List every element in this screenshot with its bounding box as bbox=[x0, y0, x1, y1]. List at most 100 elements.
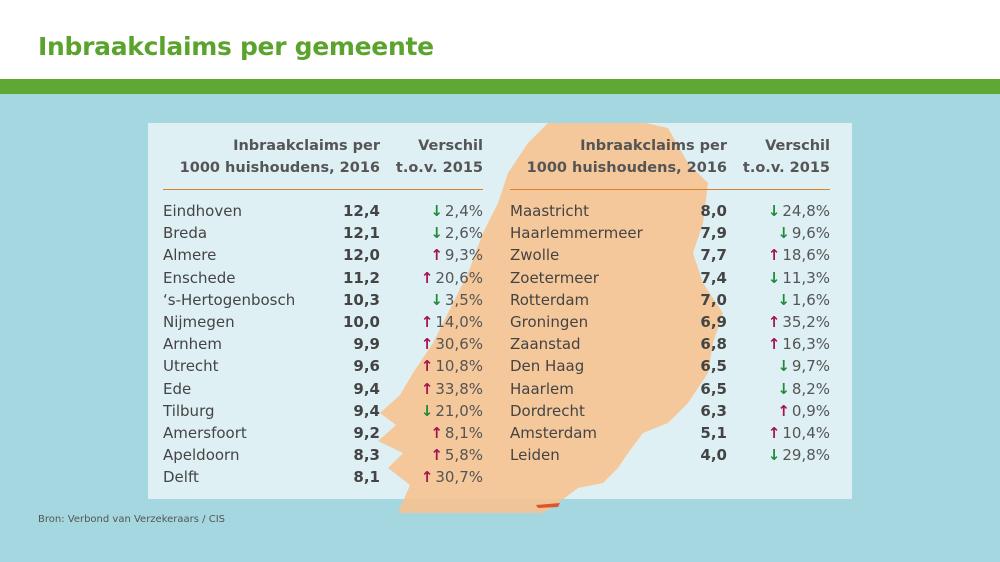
arrow-down-icon: ↓ bbox=[420, 401, 434, 420]
city-name: Haarlemmermeer bbox=[510, 224, 643, 243]
change-value: 35,2% bbox=[782, 313, 830, 331]
city-name: Zoetermeer bbox=[510, 268, 599, 287]
city-name: Leiden bbox=[510, 446, 560, 465]
claims-value: 9,4 bbox=[353, 401, 380, 420]
change-value: 21,0% bbox=[435, 401, 483, 420]
city-name: Amsterdam bbox=[510, 424, 598, 442]
accent-bar bbox=[0, 79, 1000, 94]
header-line: Inbraakclaims per bbox=[580, 138, 727, 154]
table-row: Zoetermeer 7,4 ↓ 11,3% bbox=[510, 267, 830, 289]
arrow-down-icon: ↓ bbox=[767, 268, 781, 287]
arrow-up-icon: ↑ bbox=[420, 313, 434, 331]
table-row: Eindhoven 12,4 ↓ 2,4% bbox=[163, 200, 483, 222]
change-value: 11,3% bbox=[782, 268, 830, 287]
city-name: Almere bbox=[163, 246, 217, 265]
table-row: Utrecht 9,6 ↑ 10,8% bbox=[163, 355, 483, 377]
claims-value: 11,2 bbox=[342, 268, 380, 287]
table-row: Apeldoorn 8,3 ↑ 5,8% bbox=[163, 444, 483, 466]
claims-value: 9,9 bbox=[353, 335, 380, 354]
claims-value: 6,5 bbox=[700, 357, 727, 376]
city-name: Maastricht bbox=[510, 202, 589, 220]
change-cell: ↓ 11,3% bbox=[768, 267, 830, 289]
page-title: Inbraakclaims per gemeente bbox=[38, 32, 434, 61]
city-name: Den Haag bbox=[510, 357, 585, 376]
table-row: Dordrecht 6,3 ↑ 0,9% bbox=[510, 400, 830, 422]
change-cell: ↑ 33,8% bbox=[421, 378, 483, 400]
claims-value: 7,9 bbox=[700, 224, 727, 243]
claims-value: 7,4 bbox=[700, 268, 727, 287]
city-name: Dordrecht bbox=[510, 401, 585, 420]
claims-value: 10,3 bbox=[342, 290, 380, 309]
claims-value: 9,6 bbox=[353, 357, 380, 376]
claims-value: 5,1 bbox=[700, 424, 727, 442]
change-cell: ↓ 8,2% bbox=[777, 378, 830, 400]
header-line: t.o.v. 2015 bbox=[395, 160, 483, 176]
table-row: Zwolle 7,7 ↑ 18,6% bbox=[510, 244, 830, 266]
header-area bbox=[0, 0, 1000, 79]
claims-value: 4,0 bbox=[700, 446, 727, 465]
arrow-down-icon: ↓ bbox=[777, 224, 790, 243]
change-value: 8,1% bbox=[444, 424, 483, 442]
arrow-up-icon: ↑ bbox=[767, 335, 781, 354]
change-value: 10,8% bbox=[435, 357, 483, 376]
header-line: Verschil bbox=[765, 138, 830, 154]
city-name: Zaanstad bbox=[510, 335, 581, 354]
arrow-down-icon: ↓ bbox=[430, 224, 443, 243]
arrow-up-icon: ↑ bbox=[420, 357, 434, 376]
change-value: 20,6% bbox=[435, 268, 483, 287]
claims-value: 8,3 bbox=[353, 446, 380, 465]
change-cell: ↑ 10,4% bbox=[768, 422, 830, 444]
change-cell: ↑ 16,3% bbox=[768, 333, 830, 355]
city-name: Haarlem bbox=[510, 379, 574, 398]
change-cell: ↓ 9,7% bbox=[777, 355, 830, 377]
table-row: Haarlemmermeer 7,9 ↓ 9,6% bbox=[510, 222, 830, 244]
arrow-up-icon: ↑ bbox=[430, 424, 443, 442]
table-row: Haarlem 6,5 ↓ 8,2% bbox=[510, 378, 830, 400]
header-line: Inbraakclaims per bbox=[233, 138, 380, 154]
header-line: 1000 huishoudens, 2016 bbox=[526, 160, 727, 176]
change-value: 18,6% bbox=[782, 246, 830, 265]
arrow-down-icon: ↓ bbox=[430, 290, 443, 309]
change-cell: ↑ 30,7% bbox=[421, 466, 483, 488]
city-name: Utrecht bbox=[163, 357, 219, 376]
change-value: 2,6% bbox=[444, 224, 483, 243]
change-cell: ↑ 18,6% bbox=[768, 244, 830, 266]
claims-value: 12,1 bbox=[342, 224, 380, 243]
change-value: 14,0% bbox=[435, 313, 483, 331]
change-value: 2,4% bbox=[444, 202, 483, 220]
arrow-down-icon: ↓ bbox=[777, 290, 790, 309]
claims-value: 6,8 bbox=[700, 335, 727, 354]
city-name: Rotterdam bbox=[510, 290, 590, 309]
arrow-up-icon: ↑ bbox=[767, 424, 781, 442]
claims-value: 6,3 bbox=[700, 401, 727, 420]
arrow-up-icon: ↑ bbox=[777, 401, 790, 420]
claims-value: 8,0 bbox=[700, 202, 727, 220]
change-cell: ↓ 1,6% bbox=[777, 289, 830, 311]
table-row: Zaanstad 6,8 ↑ 16,3% bbox=[510, 333, 830, 355]
change-value: 29,8% bbox=[782, 446, 830, 465]
arrow-down-icon: ↓ bbox=[767, 202, 781, 220]
header-line: Verschil bbox=[418, 138, 483, 154]
change-value: 30,7% bbox=[435, 468, 483, 487]
change-value: 5,8% bbox=[444, 446, 483, 465]
change-cell: ↑ 5,8% bbox=[430, 444, 483, 466]
city-name: Delft bbox=[163, 468, 199, 487]
claims-value: 6,9 bbox=[700, 313, 727, 331]
claims-value: 10,0 bbox=[342, 313, 380, 331]
claims-value: 9,4 bbox=[353, 379, 380, 398]
change-cell: ↑ 9,3% bbox=[430, 244, 483, 266]
city-name: ‘s-Hertogenbosch bbox=[163, 290, 296, 309]
arrow-up-icon: ↑ bbox=[430, 446, 443, 465]
header-value: Inbraakclaims per 1000 huishoudens, 2016 bbox=[497, 135, 727, 179]
claims-value: 12,4 bbox=[342, 202, 380, 220]
city-name: Eindhoven bbox=[163, 202, 242, 220]
header-change: Verschil t.o.v. 2015 bbox=[383, 135, 483, 179]
header-value: Inbraakclaims per 1000 huishoudens, 2016 bbox=[150, 135, 380, 179]
claims-value: 6,5 bbox=[700, 379, 727, 398]
change-cell: ↓ 21,0% bbox=[421, 400, 483, 422]
arrow-up-icon: ↑ bbox=[420, 379, 434, 398]
arrow-up-icon: ↑ bbox=[430, 246, 443, 265]
claims-value: 7,7 bbox=[700, 246, 727, 265]
table-row: Arnhem 9,9 ↑ 30,6% bbox=[163, 333, 483, 355]
claims-value: 8,1 bbox=[353, 468, 380, 487]
